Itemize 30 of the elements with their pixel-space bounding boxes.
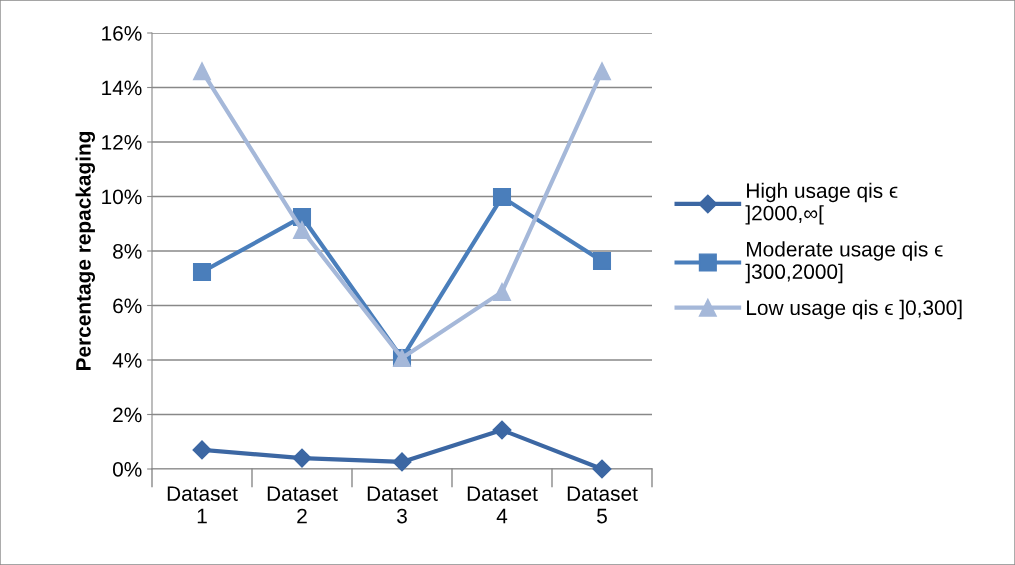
legend-label: Low usage qis ϵ ]0,300] [747,299,962,320]
point [592,252,612,271]
point [492,188,512,207]
point [292,220,312,240]
point [592,62,612,81]
x-tick-label: Dataset 1 [167,486,238,524]
y-axis-title: Percentage repackaging [75,131,96,371]
point [592,459,612,479]
y-tick-label: 2% [113,407,142,423]
point [492,282,512,301]
y-tick-label: 10% [102,189,142,205]
y-tick-label: 0% [112,462,142,477]
point [192,440,212,460]
y-tick-label: 8% [113,244,142,259]
y-tick-label: 16% [102,26,142,41]
point [192,62,212,81]
legend-label: High usage qis ϵ ]2000,∞[ [745,182,898,225]
point [292,448,312,468]
x-tick-label: Dataset 2 [267,486,338,524]
point [192,262,212,282]
y-tick-label: 12% [102,135,142,150]
y-tick-label: 4% [112,353,142,368]
y-tick-label: 14% [102,80,142,96]
legend-label: Moderate usage qis ϵ ]300,2000] [745,241,943,284]
x-tick-label: Dataset 4 [467,486,538,524]
point [492,420,512,440]
point [392,452,412,472]
x-tick-label: Dataset 3 [367,486,438,524]
y-tick-label: 6% [113,298,142,314]
x-tick-label: Dataset 5 [567,486,638,524]
